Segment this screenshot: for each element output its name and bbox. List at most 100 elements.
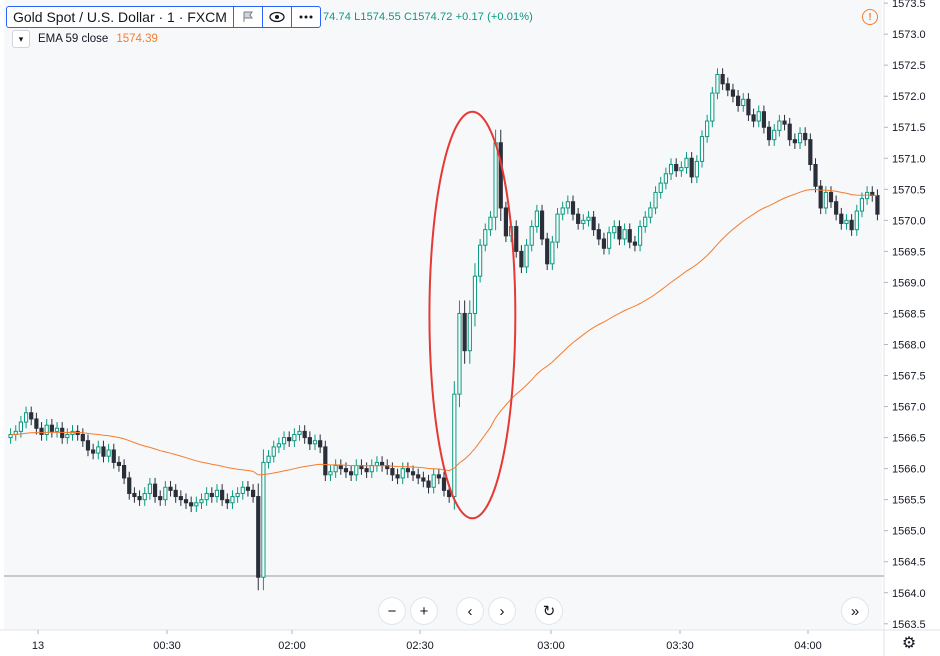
candle-body	[39, 427, 44, 435]
candle-body	[514, 226, 519, 252]
symbol-title[interactable]: Gold Spot / U.S. Dollar · 1 · FXCM	[13, 9, 227, 25]
candle-body	[766, 126, 772, 141]
candle-body	[550, 241, 555, 265]
candle-body	[529, 226, 534, 246]
candle-body	[230, 496, 235, 504]
go-to-latest-button[interactable]: »	[842, 598, 868, 624]
y-tick-label: 1565.0	[892, 526, 926, 538]
y-tick-label: 1566.5	[892, 433, 926, 445]
scroll-right-button[interactable]: ›	[489, 598, 515, 624]
candle-body	[405, 468, 410, 473]
candle-body	[818, 185, 823, 209]
candle-body	[715, 73, 720, 94]
x-tick-label: 13	[32, 640, 44, 652]
candle-body	[684, 157, 689, 169]
candle-body	[777, 120, 782, 131]
candle-body	[808, 139, 813, 165]
candle-body	[637, 226, 643, 246]
candle-body	[106, 449, 111, 457]
indicator-label[interactable]: EMA 59 close	[38, 33, 109, 45]
scroll-left-button[interactable]: ‹	[457, 598, 483, 624]
candle-body	[23, 412, 29, 423]
y-tick-label: 1567.5	[892, 371, 926, 383]
candle-body	[844, 219, 849, 224]
candle-body	[792, 139, 797, 144]
candle-body	[586, 216, 591, 221]
candle-body	[379, 461, 385, 467]
candle-body	[225, 499, 230, 504]
candle-body	[235, 492, 240, 498]
candle-body	[34, 418, 39, 429]
candle-body	[54, 427, 60, 432]
candle-body	[364, 468, 369, 473]
flag-icon[interactable]	[232, 7, 262, 27]
candle-body	[44, 424, 49, 435]
y-tick-label: 1569.5	[892, 246, 926, 258]
candle-body	[601, 238, 607, 249]
candle-body	[307, 437, 312, 445]
candle-body	[751, 114, 756, 122]
zoom-in-button[interactable]: +	[411, 598, 437, 624]
candle-body	[18, 421, 23, 432]
candle-body	[178, 496, 183, 501]
candle-body	[266, 455, 271, 463]
candle-body	[643, 216, 648, 228]
zoom-out-button[interactable]: −	[379, 598, 405, 624]
candle-body	[607, 232, 612, 249]
gear-icon[interactable]: ⚙	[901, 635, 917, 652]
more-icon[interactable]	[290, 7, 320, 27]
candle-body	[467, 312, 472, 352]
candle-body	[333, 465, 338, 473]
symbol-box[interactable]: Gold Spot / U.S. Dollar · 1 · FXCM	[6, 6, 321, 28]
candle-body	[679, 167, 684, 172]
candle-body	[220, 489, 225, 501]
candle-body	[416, 474, 421, 479]
candle-body	[498, 142, 503, 209]
plot-area[interactable]	[4, 0, 882, 630]
y-tick-label: 1569.0	[892, 277, 926, 289]
candle-body	[261, 461, 266, 578]
candle-body	[756, 111, 761, 122]
candle-body	[214, 489, 220, 498]
candle-body	[302, 430, 307, 439]
candle-body	[622, 229, 627, 240]
candle-body	[736, 95, 741, 107]
candle-body	[452, 393, 457, 498]
candle-body	[421, 477, 426, 482]
candle-body	[173, 489, 178, 498]
candle-body	[121, 465, 127, 479]
candle-body	[668, 163, 674, 175]
candle-body	[127, 477, 132, 494]
candle-body	[395, 474, 400, 479]
y-tick-label: 1567.0	[892, 402, 926, 414]
legend: Gold Spot / U.S. Dollar · 1 · FXCM 74.74…	[6, 6, 533, 28]
scroll-controls: ‹ ›	[457, 598, 515, 626]
candle-body	[132, 492, 137, 498]
chevron-down-icon[interactable]: ▾	[12, 30, 30, 48]
candle-body	[658, 182, 663, 193]
y-tick-label: 1573.0	[892, 29, 926, 41]
candle-body	[147, 483, 152, 494]
candle-body	[281, 437, 287, 445]
candle-body	[287, 437, 292, 442]
y-tick-label: 1572.0	[892, 91, 926, 103]
eye-icon[interactable]	[261, 7, 291, 27]
y-tick-label: 1566.0	[892, 464, 926, 476]
candle-body	[834, 201, 839, 215]
candle-body	[565, 201, 570, 209]
ema-line	[10, 188, 878, 476]
candle-body	[720, 73, 725, 85]
candle-body	[493, 142, 498, 218]
candle-body	[163, 486, 168, 501]
candle-body	[354, 465, 359, 476]
candle-body	[209, 492, 214, 498]
candle-body	[828, 191, 834, 203]
reset-chart-button[interactable]: ↻	[536, 598, 562, 624]
y-tick-label: 1568.0	[892, 339, 926, 351]
candle-body	[803, 132, 808, 141]
candle-body	[297, 430, 302, 435]
warning-icon[interactable]: !	[862, 9, 878, 25]
candle-body	[101, 446, 106, 457]
candle-body	[725, 83, 730, 91]
